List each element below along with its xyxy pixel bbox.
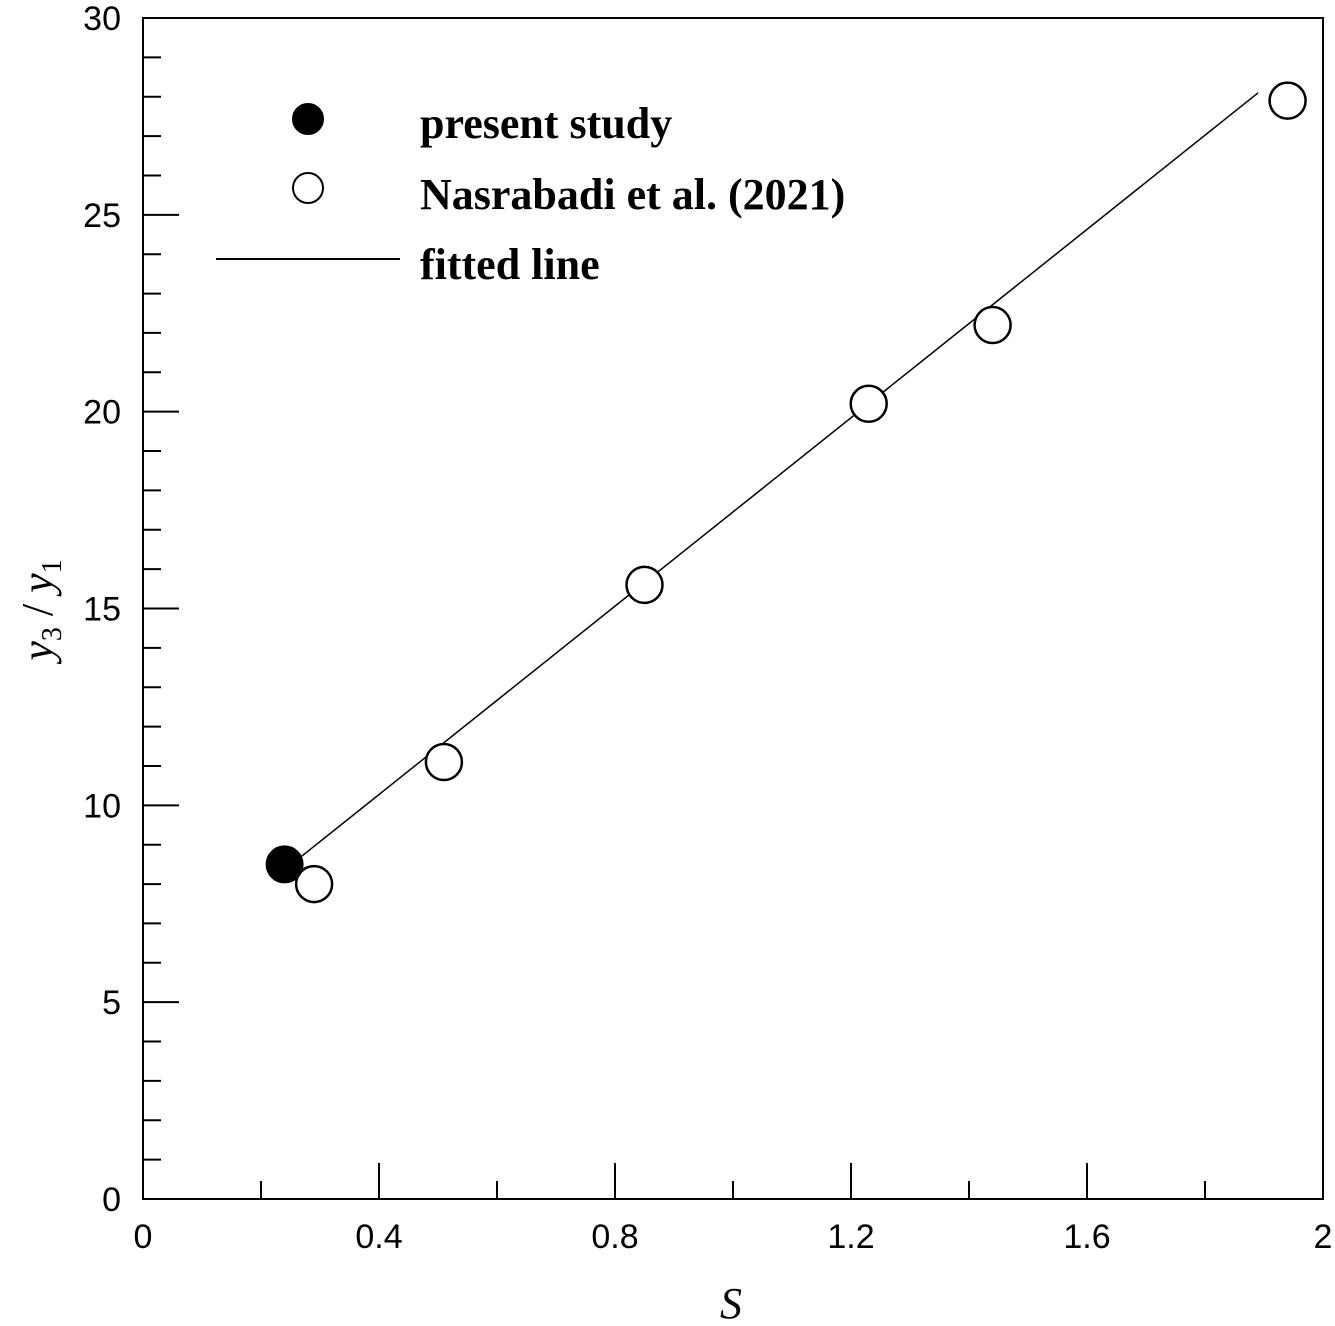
- nasrabadi-point: [1268, 81, 1307, 120]
- x-tick-label: 0.8: [591, 1218, 638, 1256]
- x-tick-label: 0.4: [355, 1218, 402, 1256]
- y-tick-label: 20: [83, 394, 121, 432]
- series-layer: [265, 81, 1307, 904]
- y-axis-title: y3 / y1: [13, 559, 68, 664]
- y-tick-label: 0: [102, 1181, 121, 1219]
- y-tick-label: 25: [83, 197, 121, 235]
- y-tick-label: 5: [102, 984, 121, 1022]
- fitted-line: [295, 92, 1259, 862]
- y-axis-ticks: 0 5 10 15 20 25 30: [83, 0, 179, 1219]
- y-tick-label: 10: [83, 787, 121, 825]
- legend-label-fitted-line: fitted line: [420, 240, 600, 289]
- nasrabadi-point: [625, 565, 664, 605]
- x-axis-ticks: 0 0.4 0.8 1.2 1.6 2: [134, 1163, 1333, 1256]
- nasrabadi-point: [849, 384, 888, 424]
- y-tick-label: 30: [83, 0, 121, 38]
- x-tick-label: 0: [134, 1218, 153, 1256]
- y-tick-label: 15: [83, 591, 121, 629]
- x-tick-label: 1.6: [1063, 1218, 1110, 1256]
- x-tick-label: 1.2: [827, 1218, 874, 1256]
- legend-label-present-study: present study: [420, 99, 672, 148]
- nasrabadi-point: [424, 742, 464, 782]
- nasrabadi-point: [294, 864, 334, 904]
- x-tick-label: 2: [1314, 1218, 1333, 1256]
- present-study-point: [265, 845, 304, 884]
- legend: present study Nasrabadi et al. (2021) fi…: [216, 99, 845, 289]
- legend-marker-nasrabadi: [292, 172, 324, 204]
- legend-marker-present-study: [292, 103, 324, 135]
- nasrabadi-point: [973, 305, 1012, 345]
- x-axis-title: S: [720, 1279, 742, 1326]
- legend-label-nasrabadi: Nasrabadi et al. (2021): [420, 170, 845, 219]
